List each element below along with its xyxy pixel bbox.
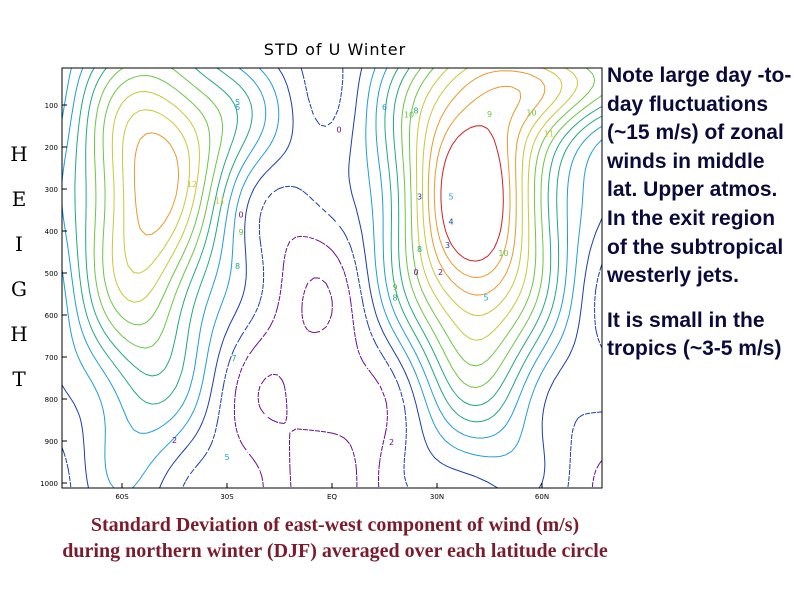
height-letter: H — [10, 142, 28, 166]
contour-label: 6 — [382, 103, 387, 112]
y-tick-label: 200 — [45, 144, 58, 152]
y-tick-label: 900 — [45, 438, 58, 446]
height-letter: E — [11, 187, 27, 211]
contour-label: 11 — [544, 130, 554, 139]
contour-label: 3 — [417, 193, 422, 202]
contour-level-12 — [122, 67, 563, 317]
contour-level-3 — [61, 67, 603, 489]
plot-frame — [61, 67, 603, 489]
contour-label: 10 — [526, 109, 536, 118]
contour-lines — [61, 67, 603, 489]
note-paragraph: It is small in the tropics (~3-5 m/s) — [607, 308, 782, 361]
contour-label: 0 — [238, 211, 243, 220]
height-letter: H — [10, 322, 28, 346]
x-tick-label: EQ — [327, 493, 337, 501]
y-tick-label: 600 — [45, 312, 58, 320]
caption-line: during northern winter (DJF) averaged ov… — [62, 540, 608, 562]
y-tick-label: 100 — [45, 102, 58, 110]
contour-label: 4 — [448, 218, 453, 227]
contour-level-9 — [93, 67, 603, 388]
contour-label: 9 — [487, 110, 492, 119]
contour-label: 10 — [498, 249, 508, 258]
contour-level-13 — [133, 70, 546, 296]
plot-title: STD of U Winter — [263, 40, 407, 59]
contour-label: 8 — [392, 293, 397, 302]
contour-label: 2 — [389, 438, 394, 447]
caption-line: Standard Deviation of east-west componen… — [90, 514, 580, 536]
x-tick-label: 30S — [220, 493, 234, 501]
height-letter: G — [11, 277, 27, 301]
x-tick-label: 60N — [535, 493, 549, 501]
contour-label: 12 — [187, 180, 197, 189]
height-letter: T — [12, 367, 26, 391]
contour-label: 5 — [224, 453, 229, 462]
contour-label: 2 — [438, 268, 443, 277]
contour-label: 5 — [448, 193, 453, 202]
y-tick-label: 800 — [45, 396, 58, 404]
contour-level-11 — [111, 67, 578, 341]
y-tick-label: 300 — [45, 186, 58, 194]
note-paragraph: Note large day -to-day fluctuations (~15… — [607, 64, 792, 288]
contour-label: 10 — [404, 111, 414, 120]
contour-label: 8 — [417, 245, 422, 254]
y-tick-label: 400 — [45, 228, 58, 236]
contour-level-2 — [233, 235, 603, 489]
contour-label: 9 — [392, 283, 397, 292]
contour-label: 0 — [336, 125, 341, 134]
contour-level-5 — [61, 67, 603, 489]
contour-label: 6 — [235, 103, 240, 112]
contour-level-4 — [61, 67, 603, 489]
contour-label: 2 — [172, 436, 177, 445]
contour-level-8 — [85, 67, 603, 407]
contour-label: 5 — [483, 293, 488, 302]
contour-label: 8 — [413, 106, 418, 115]
x-tick-label: 30N — [430, 493, 444, 501]
contour-level-15 — [440, 125, 504, 262]
contour-level-6 — [61, 67, 603, 439]
y-tick-label: 500 — [45, 270, 58, 278]
contour-label: 0 — [413, 268, 418, 277]
note-panel: Note large day -to-day fluctuations (~15… — [607, 62, 792, 380]
y-tick-label: 1000 — [40, 480, 58, 488]
contour-label: 8 — [235, 262, 240, 271]
height-axis-label: H E I G H T — [10, 132, 28, 402]
height-letter: I — [15, 232, 23, 256]
contour-level-14 — [433, 85, 522, 279]
contour-level-1 — [257, 277, 358, 489]
contour-label: 3 — [445, 241, 450, 250]
contour-level-10 — [102, 67, 596, 367]
contour-label: 9 — [238, 228, 243, 237]
contour-label: 11 — [215, 197, 225, 206]
contour-level-7 — [74, 67, 603, 423]
y-tick-label: 700 — [45, 354, 58, 362]
x-tick-label: 60S — [115, 493, 129, 501]
contour-label: 7 — [231, 354, 236, 363]
figure-caption: Standard Deviation of east-west componen… — [0, 512, 670, 564]
contour-label: 5 — [235, 98, 240, 107]
